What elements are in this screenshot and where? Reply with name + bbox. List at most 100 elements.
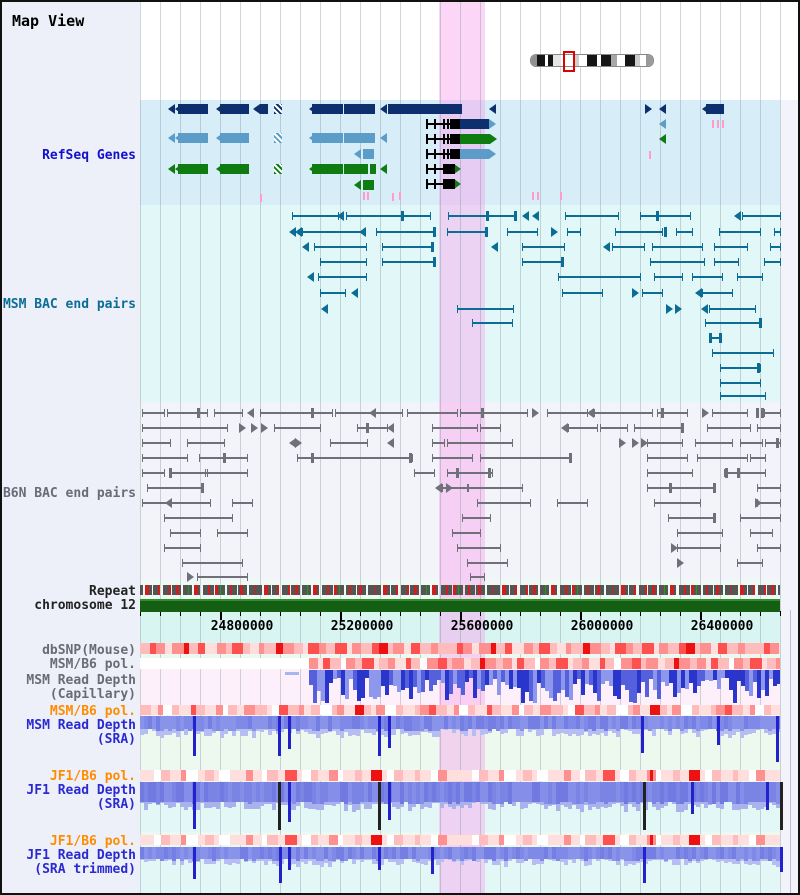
b6n-bac-segment[interactable] (657, 412, 687, 414)
b6n-bac-segment[interactable] (740, 517, 780, 519)
msm-bac-arrow[interactable] (359, 227, 366, 237)
gene-box[interactable] (344, 164, 368, 174)
b6n-bac-segment[interactable] (457, 547, 500, 549)
msm-bac-arrow[interactable] (675, 304, 682, 314)
msm-bac-segment[interactable] (612, 246, 644, 248)
b6n-bac-segment[interactable] (765, 442, 780, 444)
msm-bac-segment[interactable] (292, 215, 338, 217)
msm-bac-segment[interactable] (448, 215, 516, 217)
exon-intron-line[interactable] (426, 123, 452, 125)
msm-bac-arrow[interactable] (522, 211, 529, 221)
b6n-bac-arrow[interactable] (165, 498, 172, 508)
b6n-bac-segment[interactable] (600, 427, 627, 429)
msm-bac-segment[interactable] (705, 322, 760, 324)
msm-bac-arrow[interactable] (337, 211, 344, 221)
msm-bac-arrow[interactable] (307, 272, 314, 282)
b6n-bac-segment[interactable] (764, 412, 780, 414)
b6n-bac-segment[interactable] (414, 472, 434, 474)
gene-box[interactable] (344, 104, 375, 114)
exon-box[interactable] (445, 179, 455, 189)
b6n-bac-segment[interactable] (547, 412, 587, 414)
b6n-bac-segment[interactable] (677, 532, 722, 534)
gene-arrow[interactable] (380, 164, 387, 174)
msm-bac-arrow[interactable] (532, 211, 539, 221)
gene-arrow[interactable] (390, 104, 397, 114)
msm-bac-segment[interactable] (676, 231, 692, 233)
gene-arrow[interactable] (659, 134, 666, 144)
exon-intron-line[interactable] (426, 168, 452, 170)
msm-bac-segment[interactable] (472, 322, 512, 324)
msm-bac-arrow[interactable] (321, 304, 328, 314)
gene-box[interactable] (178, 164, 208, 174)
gene-arrow[interactable] (168, 164, 175, 174)
msm-bac-segment[interactable] (615, 231, 662, 233)
b6n-bac-segment[interactable] (467, 562, 507, 564)
chromosome-bar[interactable] (140, 599, 780, 612)
b6n-bac-segment[interactable] (142, 442, 170, 444)
gene-arrow[interactable] (454, 179, 461, 189)
b6n-bac-segment[interactable] (142, 502, 210, 504)
exon-box[interactable] (445, 164, 455, 174)
gene-arrow[interactable] (253, 104, 260, 114)
gene-box[interactable] (312, 164, 343, 174)
b6n-bac-segment[interactable] (480, 457, 570, 459)
b6n-bac-segment[interactable] (357, 427, 387, 429)
b6n-bac-arrow[interactable] (261, 423, 268, 433)
gene-arrow[interactable] (490, 134, 497, 144)
msm-bac-segment[interactable] (640, 215, 690, 217)
b6n-bac-arrow[interactable] (239, 423, 246, 433)
b6n-bac-segment[interactable] (568, 427, 597, 429)
b6n-bac-segment[interactable] (142, 427, 227, 429)
b6n-bac-segment[interactable] (297, 457, 412, 459)
b6n-bac-arrow[interactable] (369, 408, 376, 418)
msm-bac-arrow[interactable] (551, 227, 558, 237)
b6n-bac-segment[interactable] (477, 502, 530, 504)
b6n-bac-arrow[interactable] (295, 438, 302, 448)
b6n-bac-segment[interactable] (232, 502, 252, 504)
b6n-bac-segment[interactable] (170, 472, 207, 474)
b6n-bac-segment[interactable] (737, 562, 762, 564)
gene-box[interactable] (344, 133, 375, 143)
gene-box[interactable] (363, 180, 374, 190)
msm-bac-arrow[interactable] (666, 304, 673, 314)
b6n-bac-segment[interactable] (750, 532, 772, 534)
b6n-bac-segment[interactable] (147, 487, 202, 489)
b6n-bac-segment[interactable] (697, 457, 747, 459)
b6n-bac-segment[interactable] (470, 576, 484, 578)
b6n-bac-segment[interactable] (335, 412, 402, 414)
msm-bac-segment[interactable] (720, 367, 760, 369)
b6n-bac-segment[interactable] (164, 517, 232, 519)
gene-box[interactable] (460, 119, 489, 129)
msm-bac-segment[interactable] (710, 337, 720, 339)
gene-arrow[interactable] (659, 104, 666, 114)
b6n-bac-arrow[interactable] (641, 438, 648, 448)
b6n-bac-segment[interactable] (170, 532, 200, 534)
msm-bac-segment[interactable] (720, 382, 760, 384)
b6n-bac-arrow[interactable] (532, 408, 539, 418)
b6n-bac-segment[interactable] (647, 487, 714, 489)
gene-arrow[interactable] (489, 119, 496, 129)
exon-box[interactable] (450, 149, 460, 159)
exon-intron-line[interactable] (426, 183, 452, 185)
b6n-bac-segment[interactable] (468, 487, 522, 489)
gene-box[interactable] (220, 104, 249, 114)
b6n-bac-segment[interactable] (695, 442, 732, 444)
b6n-bac-segment[interactable] (214, 412, 242, 414)
msm-bac-segment[interactable] (558, 276, 640, 278)
gene-box[interactable] (460, 134, 490, 144)
gene-arrow[interactable] (454, 164, 461, 174)
msm-bac-arrow[interactable] (491, 242, 498, 252)
exon-intron-line[interactable] (426, 138, 452, 140)
b6n-bac-arrow[interactable] (677, 558, 684, 568)
b6n-bac-segment[interactable] (260, 412, 332, 414)
msm-bac-segment[interactable] (382, 246, 432, 248)
msm-bac-segment[interactable] (447, 231, 486, 233)
b6n-bac-segment[interactable] (757, 427, 780, 429)
b6n-bac-segment[interactable] (197, 576, 247, 578)
b6n-bac-segment[interactable] (432, 427, 477, 429)
gene-arrow[interactable] (168, 133, 175, 143)
b6n-bac-segment[interactable] (330, 442, 367, 444)
msm-bac-segment[interactable] (320, 261, 366, 263)
b6n-bac-segment[interactable] (432, 442, 444, 444)
gene-arrow[interactable] (309, 104, 316, 114)
